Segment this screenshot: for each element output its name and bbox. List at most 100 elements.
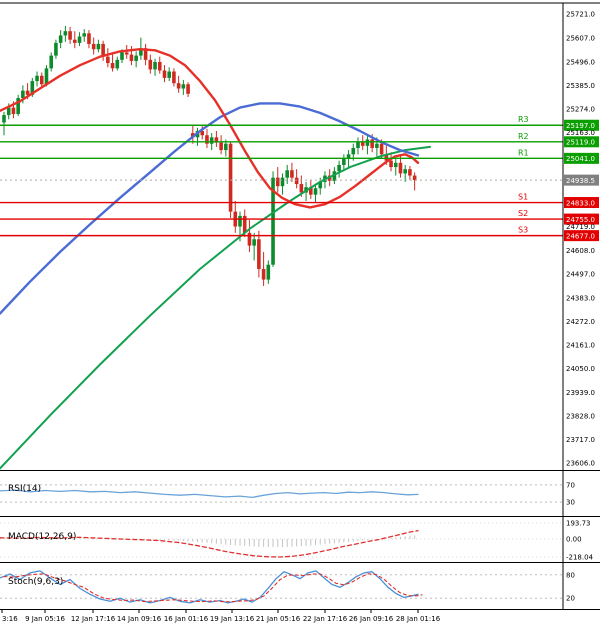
candle-body: [346, 154, 351, 159]
candle-body: [375, 143, 379, 148]
stoch-d-line: [3, 573, 423, 603]
pivot-price-s2: 24755.0: [566, 216, 595, 224]
candle-body: [2, 115, 6, 123]
price-tick: 25274.0: [566, 105, 595, 113]
candle-body: [87, 33, 91, 44]
candle-body: [129, 54, 134, 61]
candle-body: [44, 68, 49, 85]
price-tick: 24497.0: [566, 270, 595, 278]
candle-body: [139, 48, 143, 56]
trendline-green: [0, 145, 431, 470]
candle-body: [408, 169, 412, 176]
candle-body: [360, 141, 365, 146]
price-tick: 23828.0: [566, 412, 595, 420]
candle-body: [77, 36, 82, 43]
candle-body: [337, 164, 341, 172]
macd-signal-line: [0, 530, 419, 558]
candle-body: [219, 142, 223, 151]
price-tick: 25496.0: [566, 58, 595, 66]
stoch-level-label: 80: [566, 571, 575, 579]
candle-body: [73, 39, 77, 43]
price-tick: 24608.0: [566, 247, 595, 255]
candle-body: [157, 61, 162, 71]
candle-body: [261, 268, 266, 280]
price-tick: 24383.0: [566, 295, 595, 303]
time-label: 26 Jan 09:16: [349, 615, 394, 623]
macd-panel-title: MACD(12,26,9): [8, 532, 77, 542]
candle-body: [214, 137, 219, 143]
candle-body: [58, 35, 63, 43]
rsi-level-label: 70: [566, 481, 575, 489]
current-price-box: [564, 174, 599, 186]
candle-body: [228, 143, 233, 212]
price-tick: 25163.0: [566, 129, 595, 137]
candle-body: [96, 43, 101, 50]
time-label: 21 Jan 05:16: [256, 615, 301, 623]
candle-body: [257, 239, 261, 269]
candle-body: [186, 84, 190, 94]
candle-body: [167, 71, 171, 78]
time-label: 9 Jan 05:16: [25, 615, 65, 623]
candle-body: [370, 139, 374, 148]
pivot-label-r2: R2: [518, 132, 529, 141]
candle-body: [351, 147, 356, 155]
current-price-label: 24938.5: [566, 177, 595, 185]
candle-body: [332, 171, 337, 181]
pivot-price-box-r2: [564, 136, 599, 148]
stoch-panel-title: Stoch(9,6,3): [8, 577, 64, 587]
candle-body: [290, 170, 294, 178]
candle-body: [120, 52, 124, 60]
candle-body: [205, 135, 209, 144]
candle-body: [318, 181, 323, 189]
rsi-level-label: 30: [566, 499, 575, 507]
pivot-price-r2: 25119.0: [566, 139, 595, 147]
macd-axis-label: 193.73: [566, 520, 591, 528]
time-label: 19 Jan 13:16: [210, 615, 255, 623]
candle-body: [252, 239, 256, 246]
candle-body: [275, 177, 280, 187]
candle-body: [49, 55, 53, 69]
candle-body: [153, 61, 157, 70]
candle-body: [294, 177, 299, 185]
candle-body: [342, 158, 346, 165]
candle-body: [238, 215, 242, 227]
candle-body: [106, 56, 110, 64]
candle-body: [313, 188, 318, 195]
candle-body: [143, 48, 148, 60]
price-tick: 25721.0: [566, 11, 595, 19]
candle-body: [412, 175, 417, 181]
price-tick: 23606.0: [566, 460, 595, 468]
candle-body: [389, 160, 393, 168]
price-tick: 23939.0: [566, 389, 595, 397]
candle-body: [162, 70, 167, 78]
time-label: 28 Jan 01:16: [396, 615, 441, 623]
candle-body: [393, 162, 398, 168]
pivot-price-box-r1: [564, 152, 599, 164]
candle-body: [172, 71, 176, 84]
pivot-label-s2: S2: [518, 209, 528, 218]
pivot-price-s1: 24833.0: [566, 199, 595, 207]
candle-body: [6, 107, 11, 116]
stoch-level-label: 20: [566, 595, 575, 603]
price-tick: 23717.0: [566, 436, 595, 444]
candle-body: [82, 33, 87, 37]
pivot-price-box-s2: [564, 213, 599, 225]
pivot-price-s3: 24677.0: [566, 232, 595, 240]
candle-body: [200, 130, 205, 136]
candle-body: [398, 162, 403, 174]
ma-slow-blue: [0, 102, 420, 315]
price-tick: 24050.0: [566, 365, 595, 373]
price-tick: 25607.0: [566, 35, 595, 43]
price-tick: 24719.0: [566, 223, 595, 231]
candle-body: [110, 63, 115, 69]
candle-body: [176, 83, 181, 89]
candle-body: [68, 31, 72, 40]
candle-body: [224, 143, 228, 151]
candle-body: [280, 177, 285, 187]
candle-body: [21, 90, 25, 99]
time-label: 12 Jan 17:16: [71, 615, 116, 623]
candle-body: [124, 52, 129, 55]
price-tick: 24272.0: [566, 318, 595, 326]
rsi-line: [0, 489, 419, 499]
